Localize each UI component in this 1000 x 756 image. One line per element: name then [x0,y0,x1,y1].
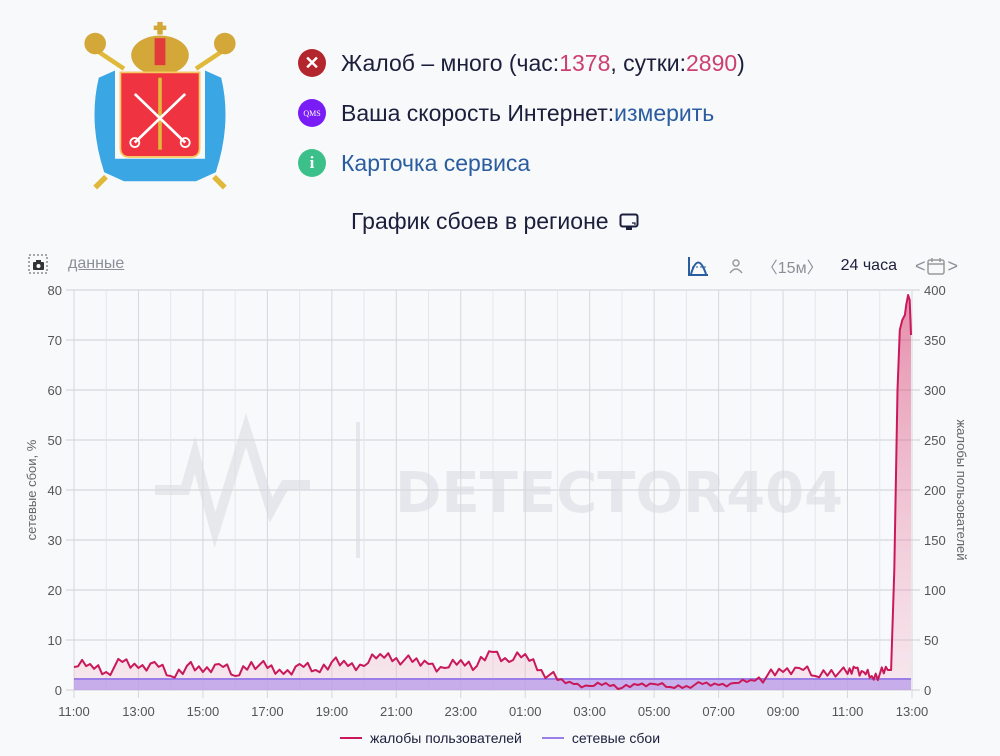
legend-network[interactable]: сетевые сбои [541,730,661,746]
x-tick: 09:00 [767,704,800,719]
chart-legend: жалобы пользователей сетевые сбои [0,730,1000,746]
range-selector[interactable]: 24 часа [840,257,897,274]
y-right-tick: 150 [924,533,946,548]
x-tick: 19:00 [316,704,349,719]
watermark-text: DETECTOR404 [395,461,843,526]
y-left-tick: 70 [48,333,62,348]
camera-icon[interactable] [28,254,48,274]
chart-toolbar: данные 〈15м〉 24 часа < > [28,254,958,278]
y-right-tick: 350 [924,333,946,348]
speed-label: Ваша скорость Интернет: [341,99,615,126]
x-tick: 05:00 [638,704,671,719]
calendar-icon[interactable] [927,257,946,275]
legend-network-label: сетевые сбои [571,730,661,746]
monitor-icon[interactable] [619,213,639,231]
interval-selector[interactable]: 〈15м〉 [761,260,823,277]
network-area [74,679,911,690]
chart-type-icon[interactable] [686,255,710,277]
outage-chart: DETECTOR404 0 0 10 50 20 100 30 150 40 200 50 250 60… [24,283,969,719]
hour-count: 1378 [559,49,611,76]
user-icon[interactable] [728,258,744,274]
error-x-icon: ✕ [298,49,326,77]
complaints-mid: , сутки: [610,49,686,76]
status-info: ✕ Жалоб – много (час: 1378 , сутки: 2890… [298,38,745,188]
complaints-prefix: Жалоб – много (час: [341,49,560,76]
y-left-tick: 40 [48,483,62,498]
service-card-row: i Карточка сервиса [298,138,745,188]
watermark: DETECTOR404 [155,413,843,558]
legend-network-swatch [541,737,564,739]
x-tick: 15:00 [187,704,220,719]
x-tick: 21:00 [380,704,413,719]
x-tick: 07:00 [702,704,735,719]
x-tick: 11:00 [832,704,864,719]
x-tick: 23:00 [444,704,477,719]
x-tick: 13:00 [896,704,929,719]
chart-title: График сбоев в регионе [0,208,990,235]
prev-period-button[interactable]: < [914,255,926,276]
legend-complaints-label: жалобы пользователей [369,730,522,746]
measure-link[interactable]: измерить [614,99,715,126]
y-left-tick: 20 [48,583,62,598]
service-card-link[interactable]: Карточка сервиса [341,149,531,176]
chart-grid [66,289,920,698]
chart-axes: 0 0 10 50 20 100 30 150 40 200 50 250 60 300 70 350 80 40… [48,283,946,719]
x-tick: 01:00 [509,704,542,719]
day-count: 2890 [686,49,738,76]
y-right-tick: 100 [924,583,946,598]
y-left-tick: 10 [48,633,62,648]
x-tick: 13:00 [122,704,155,719]
y-left-tick: 0 [55,683,62,698]
y-left-tick: 60 [48,383,62,398]
next-period-button[interactable]: > [947,255,958,276]
y-right-tick: 50 [924,633,938,648]
y-right-tick: 250 [924,433,946,448]
plot-area [73,294,912,690]
y-right-tick: 400 [924,283,946,298]
legend-complaints-swatch [339,737,362,739]
y-left-tick: 50 [48,433,62,448]
complaints-line [73,294,912,690]
y-left-tick: 80 [48,283,62,298]
left-axis-label: сетевые сбои, % [24,439,39,540]
info-icon: i [298,149,326,177]
y-right-tick: 200 [924,483,946,498]
legend-complaints[interactable]: жалобы пользователей [339,730,522,746]
qms-icon: QMS [298,99,326,127]
x-tick: 11:00 [58,704,90,719]
right-axis-label: жалобы пользователей [954,419,969,560]
speed-test-row: QMS Ваша скорость Интернет: измерить [298,88,745,138]
y-left-tick: 30 [48,533,62,548]
crest-logo [84,21,236,190]
complaints-suffix: ) [737,49,745,76]
x-tick: 03:00 [573,704,606,719]
x-tick: 17:00 [251,704,284,719]
chart-title-text: График сбоев в регионе [351,208,609,234]
data-link[interactable]: данные [68,255,125,272]
y-right-tick: 0 [924,683,931,698]
y-right-tick: 300 [924,383,946,398]
complaints-status: ✕ Жалоб – много (час: 1378 , сутки: 2890… [298,38,745,88]
